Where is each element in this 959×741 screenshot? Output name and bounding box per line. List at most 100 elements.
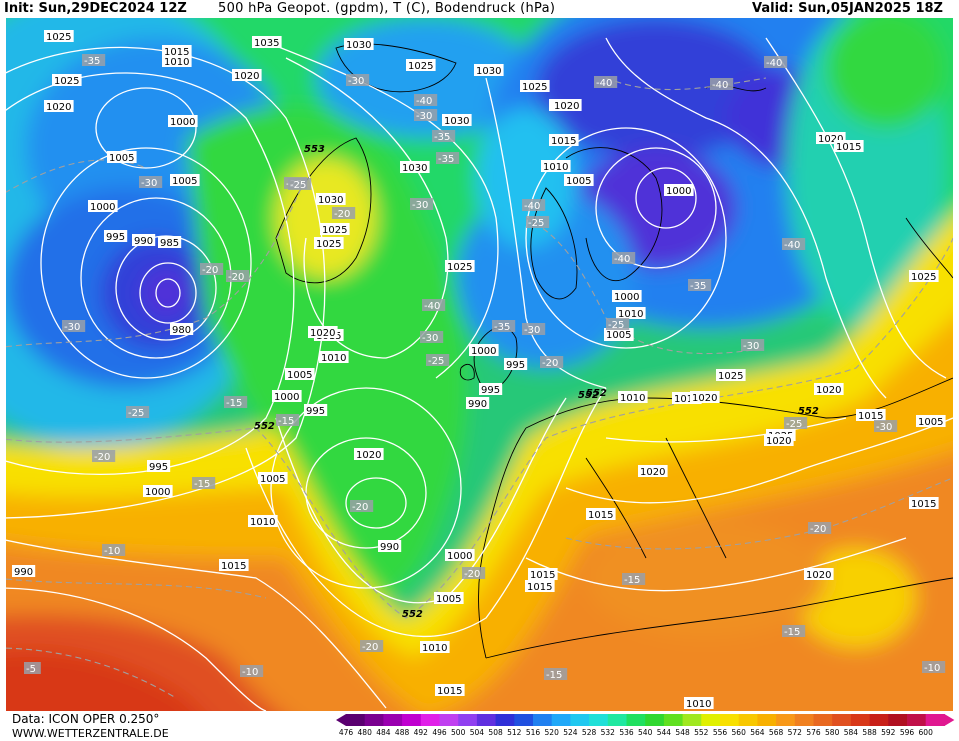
isotherm-label-bg [526,216,550,228]
isobar-label-bg [406,59,436,71]
isobar-label: 990 [14,567,33,578]
isotherm-label-bg [492,320,516,332]
geopotential-label: 553 [304,144,325,155]
colorbar-swatch [439,714,459,726]
colorbar-swatch [832,714,852,726]
isotherm-label: -25 [428,356,444,367]
isobar-label: 1020 [640,467,665,478]
isobar-label: 1000 [274,392,299,403]
isotherm-label-bg [226,270,250,282]
isotherm-label: -35 [84,56,100,67]
isotherm-label: -5 [26,664,36,675]
isobar-label-bg [304,404,328,416]
isobar-label-bg [474,64,504,76]
isobar-label-bg [252,36,282,48]
isobar-label: 1005 [109,153,134,164]
isobar-label-bg [52,74,82,86]
isobar-label: 1025 [322,225,347,236]
isobar-label: 1000 [145,487,170,498]
isobar-label-bg [272,390,302,402]
isotherm-label-bg [784,417,808,429]
temperature-labels: -35-30-25-20-15-10-30-25-20-15-10-5-40-3… [24,54,946,681]
colorbar-swatch [888,714,908,726]
isobar-label: 1025 [718,371,743,382]
isobar-label-bg [716,369,746,381]
geopotential-label: 552 [798,406,819,417]
isobar-label: 1020 [766,436,791,447]
isobar-label-bg [564,174,594,186]
isobar-label-bg [814,383,844,395]
isotherm-label: -40 [766,58,782,69]
isotherm-label: -25 [528,218,544,229]
isobar-label-bg [442,114,472,126]
isobar-label-bg [104,230,128,242]
pressure-labels: 1035101510101025102010001005100510009959… [12,30,946,710]
isobar-label: 1005 [566,176,591,187]
colorbar-swatch [420,714,440,726]
isotherm-label: -10 [924,663,940,674]
isotherm-label: -20 [202,265,218,276]
colorbar-swatch [346,714,366,726]
colorbar-swatch [383,714,403,726]
colorbar-swatch [682,714,702,726]
isobar-label: 1010 [250,517,275,528]
isotherm-label-bg [288,178,312,190]
isobar-label: 1020 [356,450,381,461]
isobar-label: 990 [134,236,153,247]
geopotential-label: 552 [402,609,423,620]
isotherm-label: -40 [416,96,432,107]
isobar-label: 1000 [170,117,195,128]
colorbar-swatch [925,714,945,726]
isotherm-label-bg [594,76,618,88]
colorbar-tick-label: 548 [675,728,690,737]
isotherm-label-bg [426,354,450,366]
isobar-label-bg [435,684,465,696]
colorbar-swatch [813,714,833,726]
isobar-label-bg [552,99,582,111]
isobar-label-bg [445,260,475,272]
isobar-label-bg [319,351,349,363]
colorbar-swatch [570,714,590,726]
isotherm-label: -40 [424,301,440,312]
isotherm-label: -30 [524,325,540,336]
isobar-label: 1035 [254,38,279,49]
isobar-label-bg [162,45,192,57]
isobar-label-bg [232,69,262,81]
colorbar-tick-label: 540 [638,728,653,737]
colorbar-tick-label: 556 [712,728,728,737]
isobar-label: 1025 [46,32,71,43]
isobar-label-bg [541,160,571,172]
data-source: Data: ICON OPER 0.250° [12,712,160,726]
isobar-label-bg [434,592,464,604]
isotherm-label-bg [808,522,832,534]
isotherm-label-bg [102,544,126,556]
geopotential-label: 552 [578,390,599,401]
isobar-label-bg [469,344,499,356]
isotherm-label-bg [874,420,898,432]
isotherm-label: -30 [422,333,438,344]
colorbar-swatch [551,714,571,726]
isobar-label: 1000 [614,292,639,303]
isobar-label: 1010 [620,393,645,404]
isobar-label-bg [834,140,864,152]
isotherm-label-bg [710,78,734,90]
isobar-label-bg [168,115,198,127]
isobar-label: 1000 [471,346,496,357]
isotherm-label-bg [432,130,456,142]
isobar-label-bg [804,568,834,580]
isotherm-label-bg [764,56,788,68]
isotherm-label: -25 [608,320,624,331]
isotherm-label-bg [414,109,438,121]
map-canvas: 1035101510101025102010001005100510009959… [6,18,953,711]
isobar-label: 1005 [172,176,197,187]
colorbar-left-arrow [336,714,346,726]
isotherm-label: -15 [194,479,210,490]
isobar-label: 995 [106,232,125,243]
coastlines [275,43,953,659]
isotherm-label-bg [622,573,646,585]
colorbar-swatch [514,714,534,726]
isobar-label: 1030 [318,195,343,206]
isobar-label: 1005 [606,330,631,341]
isotherm-label: -20 [334,209,350,220]
colorbar-tick-label: 516 [525,728,541,737]
